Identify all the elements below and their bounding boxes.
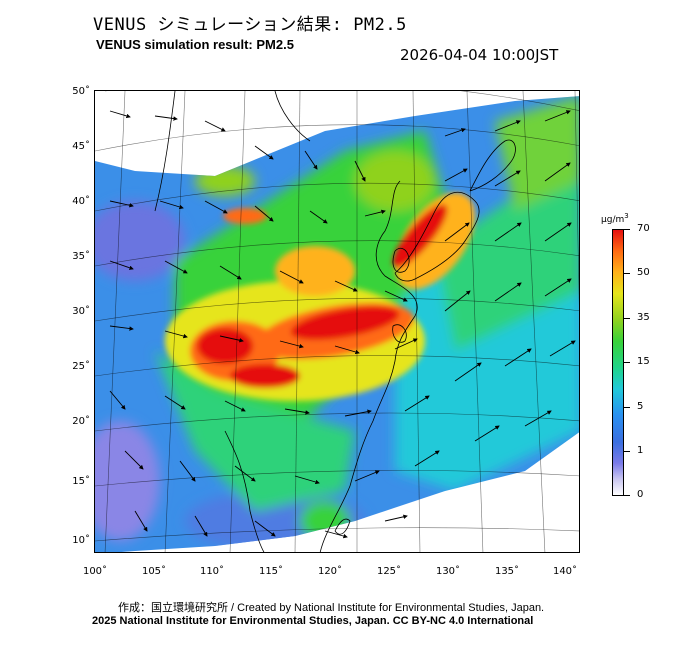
lat-label-20: 20˚ [72, 416, 90, 427]
lon-label-110: 110˚ [199, 566, 225, 577]
coastlines [154, 91, 516, 552]
lon-label-120: 120˚ [317, 566, 343, 577]
lon-label-105: 105˚ [141, 566, 167, 577]
map-title-english: VENUS simulation result: PM2.5 [96, 37, 294, 52]
lon-label-125: 125˚ [376, 566, 402, 577]
colorbar-tick-70: 70 [637, 223, 650, 234]
forecast-datetime: 2026-04-04 10:00JST [400, 46, 559, 64]
lat-label-25: 25˚ [72, 361, 90, 372]
lat-label-40: 40˚ [72, 196, 90, 207]
lon-label-135: 135˚ [494, 566, 520, 577]
graticule [95, 91, 579, 552]
lat-label-50: 50˚ [72, 86, 90, 97]
wind-vectors [109, 110, 576, 539]
lon-label-100: 100˚ [82, 566, 108, 577]
lat-label-10: 10˚ [72, 535, 90, 546]
colorbar-unit: μg/m3 [601, 212, 629, 225]
colorbar-tick-0: 0 [637, 489, 644, 500]
colorbar-tick-50: 50 [637, 267, 650, 278]
lat-label-15: 15˚ [72, 476, 90, 487]
credit-line: 作成：国立環境研究所 / Created by National Institu… [118, 602, 545, 614]
colorbar-tick-5: 5 [637, 401, 644, 412]
lat-label-30: 30˚ [72, 306, 90, 317]
pm25-concentration-field [95, 91, 579, 552]
map-title-japanese: VENUS シミュレーション結果: PM2.5 [93, 15, 407, 35]
lon-label-115: 115˚ [258, 566, 284, 577]
copyright-line: 2025 National Institute for Environmenta… [92, 615, 534, 627]
pm25-map [94, 90, 580, 553]
lon-label-130: 130˚ [435, 566, 461, 577]
lon-label-140: 140˚ [552, 566, 578, 577]
colorbar-tick-1: 1 [637, 445, 644, 456]
colorbar [612, 229, 624, 496]
colorbar-tick-35: 35 [637, 312, 650, 323]
colorbar-tick-15: 15 [637, 356, 650, 367]
lat-label-35: 35˚ [72, 251, 90, 262]
lat-label-45: 45˚ [72, 141, 90, 152]
